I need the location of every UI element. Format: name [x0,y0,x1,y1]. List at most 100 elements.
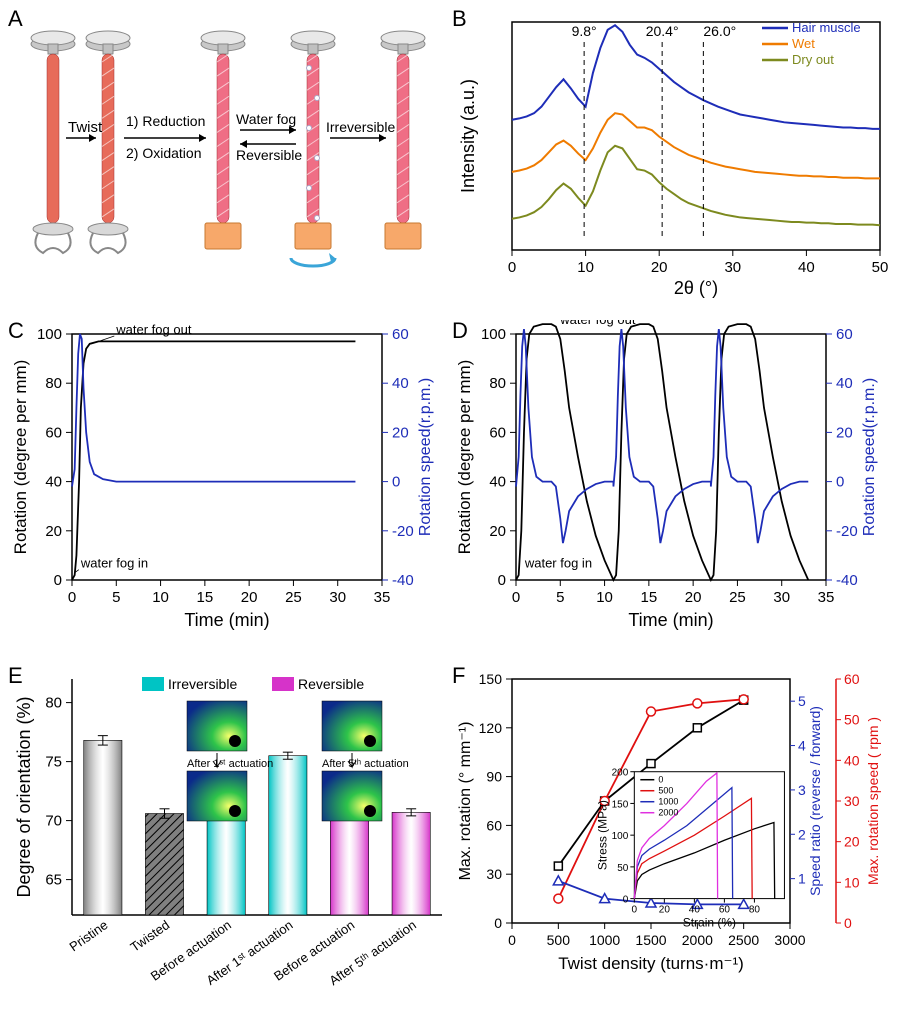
bar [84,740,122,915]
xlabel: Twist density (turns·m⁻¹) [558,954,744,973]
xtick: 5 [112,589,120,606]
ytick-r2: 0 [844,915,852,931]
annotation: water fog out [115,322,192,337]
ytick-r1: 4 [798,738,806,754]
bar [269,756,307,915]
xtick: 2500 [728,932,759,948]
panel-D: D05101520253035Time (min)020406080100Rot… [452,320,890,640]
ytick-r2: 20 [844,834,860,850]
ytick-left: 60 [486,817,502,833]
xtick: 30 [329,589,346,606]
xtick: 10 [596,589,613,606]
xtick: 30 [724,259,741,276]
bar [330,812,368,915]
ytick-right: 0 [836,474,844,491]
ytick-left: 60 [45,424,62,441]
ytick-r2: 10 [844,874,860,890]
ytick-r1: 3 [798,782,806,798]
inset-xtick: 20 [659,905,671,916]
ytick-right: 20 [836,424,853,441]
xtick: 35 [374,589,391,606]
ytick-right: 20 [392,424,409,441]
xtick: 3000 [774,932,805,948]
ytick-left: 20 [45,523,62,540]
inset-ytick: 100 [612,831,629,842]
xtick: 15 [197,589,214,606]
xtick: 10 [152,589,169,606]
panel-C: C05101520253035Time (min)020406080100Rot… [8,320,446,640]
annotation: water fog in [524,556,592,571]
ytick-left: 60 [489,424,506,441]
panel-F: F050010001500200025003000Twist density (… [452,665,890,1005]
ytick-r1: 1 [798,871,806,887]
xtick: 0 [512,589,520,606]
panel-A: A Twist1) Reduction2) OxidationWater fogR… [8,8,448,298]
ytick-right: 40 [836,375,853,392]
ytick-right: 60 [392,326,409,343]
schematic: Twist1) Reduction2) OxidationWater fogRe… [31,31,425,266]
ytick-left: 40 [489,474,506,491]
inset-ytick: 50 [617,863,629,874]
inset-ytick: 150 [612,799,629,810]
xtick: 0 [508,259,516,276]
xtick: 25 [285,589,302,606]
xtick: 5 [556,589,564,606]
xtick: 1500 [635,932,666,948]
xtick: 10 [577,259,594,276]
panel-label-C: C [8,318,24,344]
ytick-left: 0 [498,572,506,589]
panel-label-A: A [8,6,23,32]
ytick-left: 30 [486,866,502,882]
ytick: 70 [45,813,62,830]
ytick: 65 [45,872,62,889]
arrow-label-irreversible: Irreversible [326,119,395,135]
xlabel: Time (min) [628,610,713,630]
panel-E: E65707580Degree of orientation (%)Pristi… [8,665,448,1005]
xtick: 0 [508,932,516,948]
inset-xtick: 80 [749,905,761,916]
ylabel: Intensity (a.u.) [458,79,478,193]
ytick-r1: 5 [798,693,806,709]
arrow-label-waterfog: Water fog [236,111,296,127]
ytick-left: 0 [494,915,502,931]
xtick: 15 [641,589,658,606]
legend-item: Hair muscle [792,20,861,35]
annotation: water fog out [559,320,636,327]
ylabel-left: Rotation (degree per mm) [455,360,474,555]
legend-item: Dry out [792,52,834,67]
legend-item: Wet [792,36,815,51]
xtick: 1000 [589,932,620,948]
panel-label-D: D [452,318,468,344]
arrow-label-twist: Twist [68,119,103,136]
xtick: 50 [872,259,889,276]
ytick-r1: 2 [798,826,806,842]
bar-plot: 65707580Degree of orientation (%)Pristin… [14,676,442,988]
xtick: 40 [798,259,815,276]
triple-axis-plot: 050010001500200025003000Twist density (t… [457,671,881,973]
ytick-left: 90 [486,769,502,785]
panel-B: B010203040502θ (°)Intensity (a.u.)9.8°20… [452,8,890,298]
panel-label-E: E [8,663,23,689]
xrd-plot: 010203040502θ (°)Intensity (a.u.)9.8°20.… [458,20,888,298]
inset-xlabel: Strain (%) [683,916,736,930]
bar [207,814,245,915]
ylabel-right: Rotation speed(r.p.m.) [861,378,878,536]
peak-label: 9.8° [572,23,597,39]
xtick: 0 [68,589,76,606]
inset-legend: 500 [658,786,673,796]
arrow-label-reversible: Reversible [236,147,302,163]
bar-label: Pristine [66,917,110,954]
bar [145,814,183,915]
bar [392,812,430,915]
ylabel-left: Max. rotation (° mm⁻¹) [457,722,474,881]
ytick: 80 [45,695,62,712]
dual-axis-plot: 05101520253035Time (min)020406080100Rota… [455,320,878,630]
inset-label: After 5ᵗʰ actuation [322,758,409,770]
inset-ytick: 0 [623,895,629,906]
panel-label-F: F [452,663,465,689]
xlabel: 2θ (°) [674,278,718,298]
inset-xtick: 60 [719,905,731,916]
dual-axis-plot: 05101520253035Time (min)020406080100Rota… [11,322,434,630]
ytick-r2: 60 [844,671,860,687]
ylabel-r1: Speed ratio (reverse / forward) [807,706,823,896]
